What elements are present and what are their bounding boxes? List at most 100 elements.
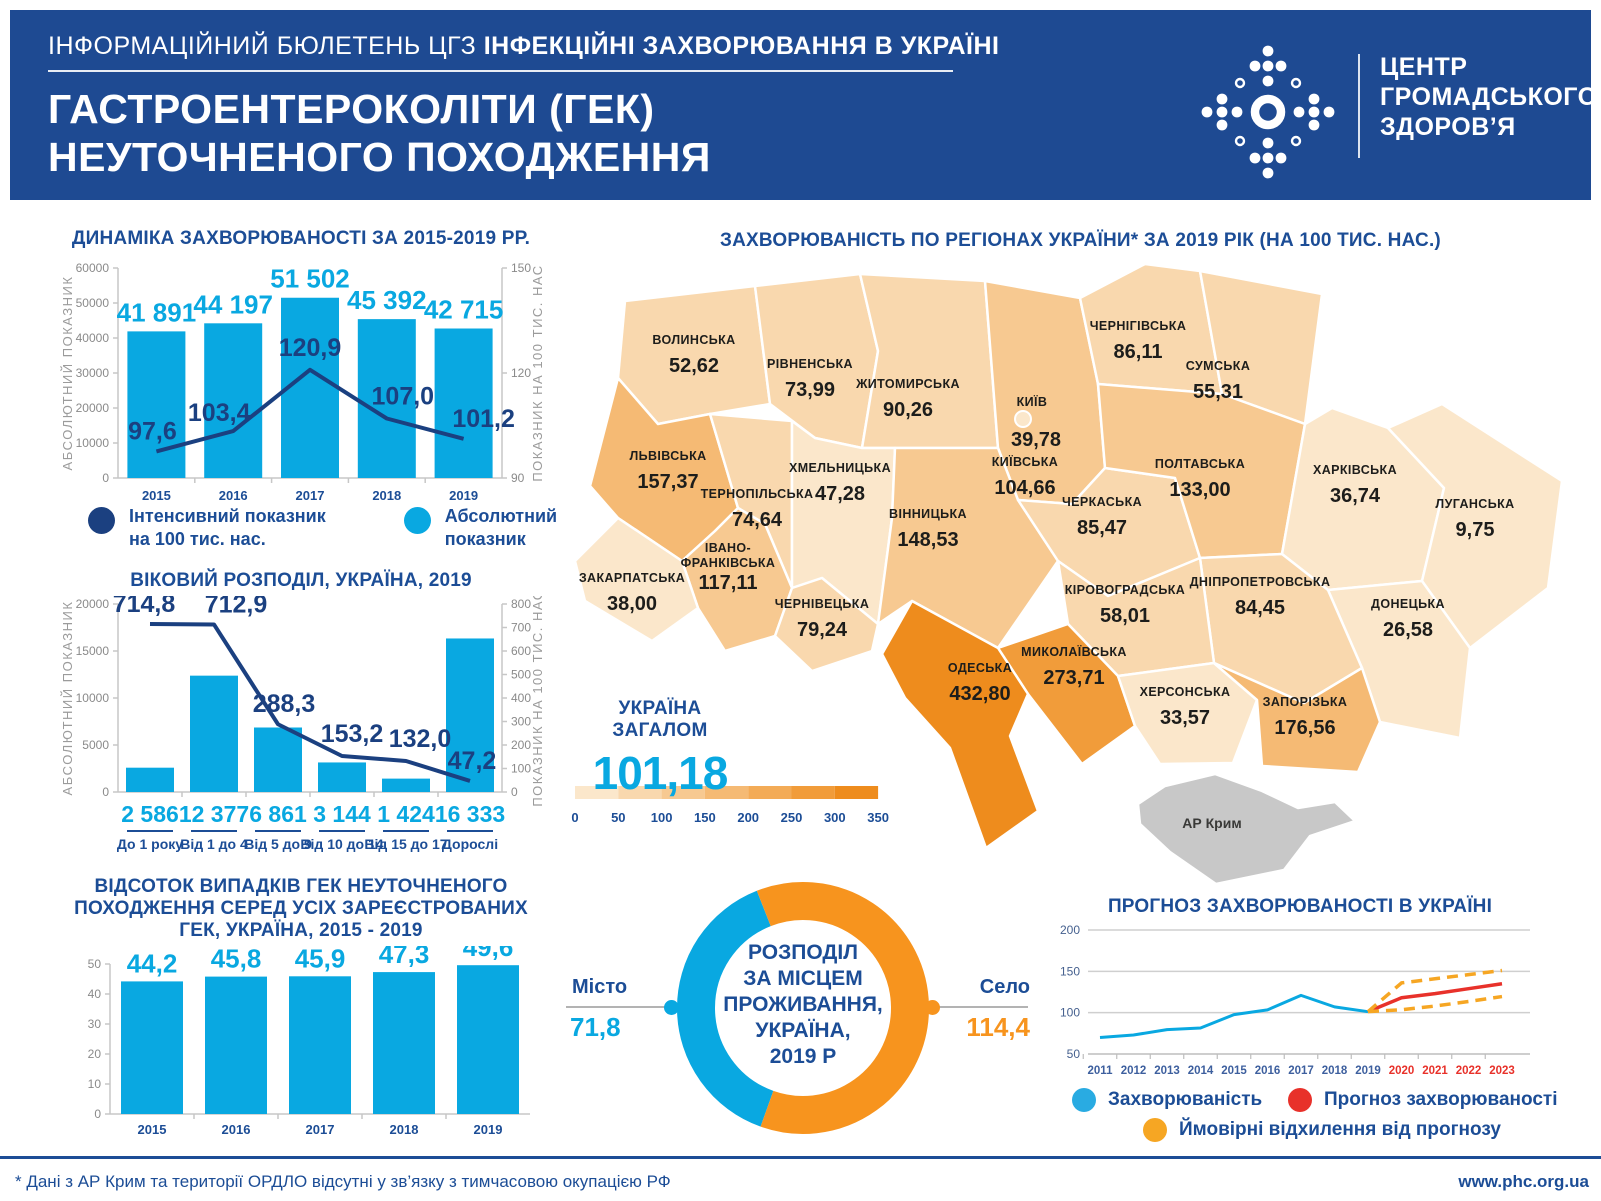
x-label-2017: 2017 <box>306 1122 335 1137</box>
bar-value-2018: 47,3 <box>379 946 430 969</box>
header: ІНФОРМАЦІЙНИЙ БЮЛЕТЕНЬ ЦГЗ ІНФЕКЦІЙНІ ЗА… <box>10 10 1597 200</box>
bar-value-2015: 41 891 <box>117 297 197 327</box>
bar-До 1 року <box>126 767 174 792</box>
region-value-poltava: 133,00 <box>1169 479 1230 501</box>
bar-2018 <box>357 319 416 478</box>
right-tick-label: 300 <box>511 715 531 729</box>
region-value-cherkasy: 85,47 <box>1077 517 1127 539</box>
logo-dot <box>1308 119 1320 131</box>
bar-value-До 1 року: 2 586 <box>121 801 179 827</box>
kicker-rule <box>48 70 953 72</box>
logo-open-dot <box>1234 77 1246 89</box>
logo-dot <box>1201 106 1213 118</box>
city-dot-icon <box>664 1000 679 1015</box>
ukraine-total-block: УКРАЇНА ЗАГАЛОМ 101,18 <box>570 698 750 800</box>
y-tick-150: 150 <box>1060 964 1080 978</box>
scale-tick-350: 350 <box>867 810 889 825</box>
y-axis-label-left: АБСОЛЮТНИЙ ПОКАЗНИК <box>60 601 75 796</box>
x-label-2019: 2019 <box>474 1122 503 1137</box>
region-name-donetsk: ДОНЕЦЬКА <box>1371 597 1445 611</box>
right-tick-label: 700 <box>511 621 531 635</box>
region-value-volyn: 52,62 <box>669 355 719 377</box>
bar-2015 <box>127 331 186 478</box>
dynamics-chart: 0 10000 20000 30000 40000 50000 60000 90 120 150 А… <box>60 261 545 503</box>
y-axis-label-left: АБСОЛЮТНИЙ ПОКАЗНИК <box>60 276 75 471</box>
scale-swatch <box>791 786 835 799</box>
logo-open-dot <box>1290 135 1302 147</box>
region-name-ivano: ІВАНО- <box>705 541 751 555</box>
logo-dot <box>1231 106 1243 118</box>
page-title-line1: ГАСТРОЕНТЕРОКОЛІТИ (ГЕК) <box>48 86 655 132</box>
left-tick-label: 0 <box>102 785 109 799</box>
y-tick-200: 200 <box>1060 923 1080 937</box>
region-name-zaporizhzhia: ЗАПОРІЗЬКА <box>1263 695 1348 709</box>
region-name-cherkasy: ЧЕРКАСЬКА <box>1062 495 1142 509</box>
bar-value-Від 1 до 4: 12 377 <box>179 801 249 827</box>
region-name-sumy: СУМСЬКА <box>1186 359 1251 373</box>
x-label-2015: 2015 <box>138 1122 167 1137</box>
left-tick-label: 50000 <box>76 296 110 310</box>
right-tick-label: 600 <box>511 644 531 658</box>
age-chart-title: ВІКОВИЙ РОЗПОДІЛ, УКРАЇНА, 2019 <box>130 570 472 591</box>
bar-value-Від 5 до 9: 6 861 <box>249 801 307 827</box>
left-tick-label: 30000 <box>76 366 110 380</box>
bar-2017 <box>289 976 351 1114</box>
region-name-kharkiv: ХАРКІВСЬКА <box>1313 463 1397 477</box>
region-name-mykolaiv: МИКОЛАЇВСЬКА <box>1021 644 1127 659</box>
residence-donut-chart <box>677 882 929 1134</box>
y-tick-50: 50 <box>1067 1047 1081 1061</box>
bar-value-2018: 45 392 <box>347 285 427 315</box>
logo-dot <box>1262 60 1274 72</box>
left-tick-label: 20000 <box>76 597 110 611</box>
intensity-line <box>155 367 465 454</box>
left-tick-label: 20 <box>88 1047 102 1061</box>
region-name-volyn: ВОЛИНСЬКА <box>652 333 735 347</box>
logo-dot <box>1308 93 1320 105</box>
region-zaporizhzhia <box>1212 661 1382 774</box>
line-value-2016: 103,4 <box>188 399 251 427</box>
region-value-ivano: 117,11 <box>699 572 758 594</box>
y-axis-label-right: ПОКАЗНИК НА 100 ТИС. НАС <box>530 264 545 481</box>
x-label-2018: 2018 <box>1322 1065 1348 1077</box>
left-tick-label: 10000 <box>76 436 110 450</box>
region-zakarpattia <box>573 516 700 643</box>
scale-swatch <box>575 786 619 799</box>
ukraine-total-label: УКРАЇНА ЗАГАЛОМ <box>612 698 708 741</box>
region-name-dnipro: ДНІПРОПЕТРОВСЬКА <box>1190 575 1331 589</box>
left-tick-label: 5000 <box>82 738 109 752</box>
region-name-chernivtsi: ЧЕРНІВЕЦЬКА <box>775 597 870 611</box>
region-name-chernihiv: ЧЕРНІГІВСЬКА <box>1090 319 1187 333</box>
forecast-dot-icon <box>1288 1088 1312 1112</box>
logo-open-dot <box>1290 77 1302 89</box>
bar-Дорослі <box>446 638 494 792</box>
region-value-luhansk: 9,75 <box>1456 519 1495 541</box>
y-tick-100: 100 <box>1060 1006 1080 1020</box>
right-tick-label: 0 <box>511 785 518 799</box>
left-tick-label: 15000 <box>76 644 110 658</box>
right-tick-label: 120 <box>511 366 531 380</box>
legend-item-intensive: Інтенсивний показник на 100 тис. нас. <box>88 505 326 551</box>
region-value-kherson: 33,57 <box>1160 707 1210 729</box>
region-name-ternopil: ТЕРНОПІЛЬСЬКА <box>701 487 814 501</box>
deviation-dot-icon <box>1143 1118 1167 1142</box>
donut-center-text: РОЗПОДІЛ ЗА МІСЦЕМ ПРОЖИВАННЯ, УКРАЇНА, 2019… <box>723 941 883 1068</box>
footer-rule <box>0 1156 1601 1159</box>
series-3 <box>1367 994 1503 1014</box>
scale-tick-100: 100 <box>651 810 673 825</box>
region-name-rivne: РІВНЕНСЬКА <box>767 357 853 371</box>
line-value-2015: 97,6 <box>128 417 177 445</box>
scale-swatch <box>618 786 662 799</box>
left-tick-label: 10 <box>88 1077 102 1091</box>
age-chart: 0 5000 10000 15000 20000 0 100 200 300 400 500 600 7… <box>60 596 545 852</box>
region-value-zhytomyr: 90,26 <box>883 399 933 421</box>
legend-intensive-label: Інтенсивний показник на 100 тис. нас. <box>129 506 326 549</box>
logo-dot <box>1262 45 1274 57</box>
scale-tick-0: 0 <box>571 810 578 825</box>
region-value-zakarpattia: 38,00 <box>607 593 657 615</box>
region-name-luhansk: ЛУГАНСЬКА <box>1435 497 1514 511</box>
x-label-2016: 2016 <box>219 488 248 503</box>
region-zhytomyr <box>858 272 1000 450</box>
x-label-2012: 2012 <box>1121 1065 1147 1077</box>
bar-Від 5 до 9 <box>254 727 302 792</box>
